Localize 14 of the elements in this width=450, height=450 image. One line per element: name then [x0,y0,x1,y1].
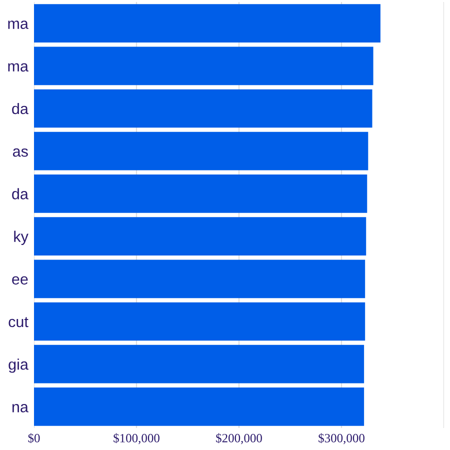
x-tick-label: $300,000 [318,433,364,444]
y-tick-label: gia [8,358,28,373]
y-tick-label: da [12,188,28,200]
x-tick-label: $100,000 [114,433,160,444]
y-tick-label: cut [8,317,28,328]
y-tick-label: ma [8,20,28,29]
y-tick-label: ky [14,230,28,246]
y-tick-label: ma [8,63,28,72]
y-tick-label: da [12,102,28,114]
y-tick-label: ee [12,276,28,285]
x-tick-label: $200,000 [216,433,262,444]
y-tick-label: na [12,404,28,412]
x-tick-label: $0 [28,433,40,444]
y-tick-label: as [12,148,28,157]
